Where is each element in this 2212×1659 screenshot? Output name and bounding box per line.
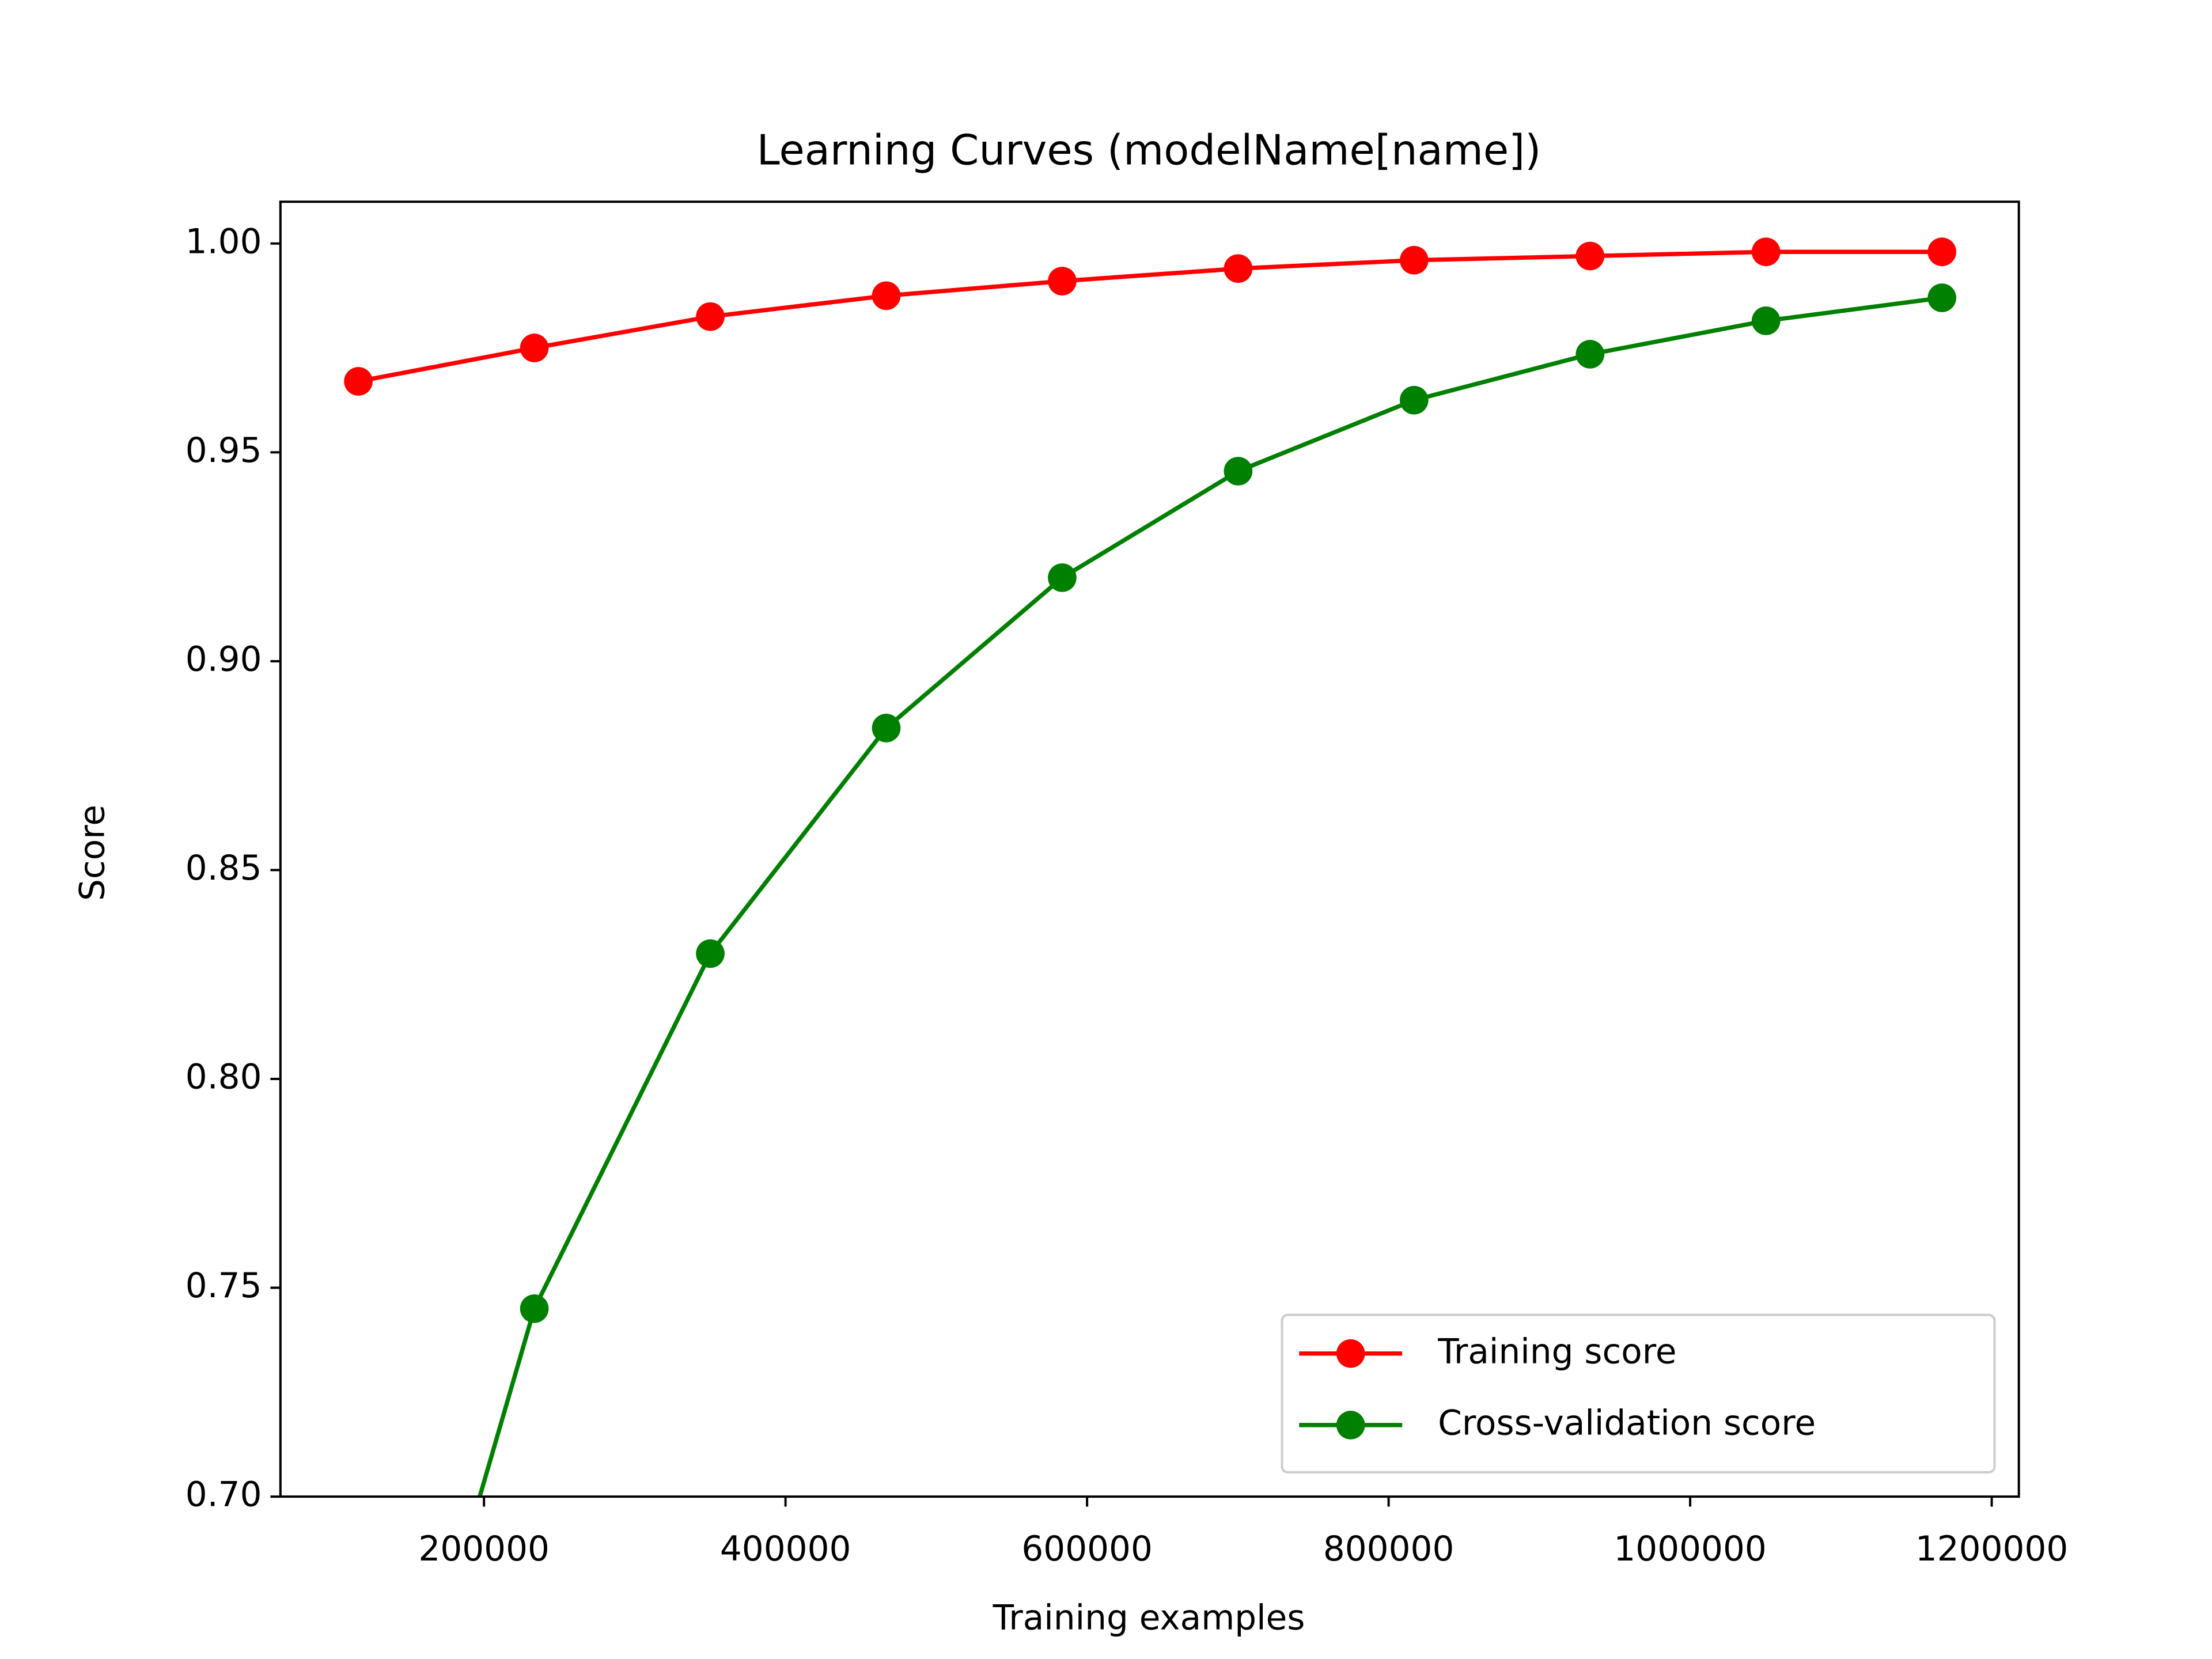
point [1927, 283, 1957, 312]
y-tick-label: 1.00 [185, 222, 262, 262]
x-tick-label: 800000 [1323, 1529, 1455, 1569]
series-line [477, 296, 1942, 1497]
point [696, 939, 725, 968]
series-line [358, 249, 1942, 384]
y-tick-label: 0.90 [185, 639, 262, 679]
legend-label: Training score [1437, 1332, 1676, 1372]
point [1751, 306, 1781, 335]
y-tick-label: 0.70 [185, 1475, 262, 1515]
x-tick-label: 200000 [418, 1529, 550, 1569]
point [1751, 237, 1781, 267]
legend-box [1281, 1313, 1996, 1474]
point [872, 714, 901, 743]
chart-title: Learning Curves (modelName[name]) [757, 126, 1541, 174]
y-tick-label: 0.80 [185, 1058, 262, 1097]
point [1927, 237, 1957, 267]
point [1400, 245, 1429, 275]
y-tick-label: 0.95 [185, 431, 262, 471]
point [1575, 241, 1605, 271]
x-tick-label: 600000 [1021, 1529, 1153, 1569]
x-tick-label: 400000 [720, 1529, 851, 1569]
point [1575, 340, 1605, 369]
point [1048, 563, 1077, 592]
point [872, 281, 901, 310]
x-tick-label: 1200000 [1915, 1529, 2068, 1569]
y-tick-label: 0.75 [185, 1266, 262, 1306]
point [1224, 457, 1253, 486]
legend-marker [1336, 1411, 1365, 1440]
axes-frame [279, 200, 2020, 1498]
y-axis-label: Score [73, 805, 113, 901]
point [520, 334, 549, 362]
x-axis-label: Training examples [993, 1598, 1305, 1638]
point [344, 367, 373, 396]
plot-area [344, 237, 1957, 1497]
point [1224, 254, 1253, 283]
x-tick-label: 1000000 [1613, 1529, 1766, 1569]
y-tick-label: 0.85 [185, 849, 262, 888]
point [1048, 267, 1077, 296]
legend-marker [1336, 1339, 1365, 1368]
point [696, 302, 725, 331]
legend-label: Cross-validation score [1438, 1403, 1816, 1443]
point [520, 1294, 549, 1323]
point [1400, 385, 1429, 415]
